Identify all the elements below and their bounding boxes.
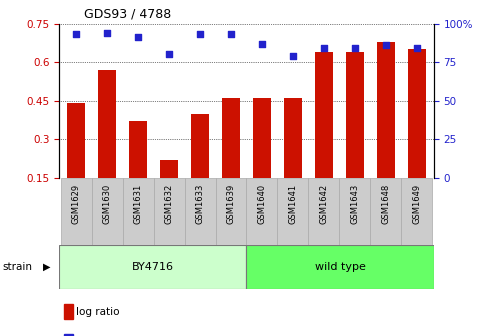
Point <box>258 41 266 46</box>
Bar <box>339 178 370 245</box>
Text: GSM1641: GSM1641 <box>288 183 297 223</box>
Point <box>351 46 359 51</box>
Point <box>134 35 142 40</box>
Bar <box>253 98 271 178</box>
Text: GSM1639: GSM1639 <box>226 183 236 224</box>
Text: GSM1630: GSM1630 <box>103 183 111 224</box>
Point <box>196 32 204 37</box>
Bar <box>191 114 210 178</box>
Bar <box>92 178 123 245</box>
Bar <box>309 178 339 245</box>
Bar <box>59 245 246 289</box>
Bar <box>283 98 302 178</box>
Text: GSM1649: GSM1649 <box>412 183 422 223</box>
Text: GDS93 / 4788: GDS93 / 4788 <box>84 7 171 20</box>
Bar <box>408 49 426 178</box>
Text: GSM1632: GSM1632 <box>165 183 174 224</box>
Point <box>289 53 297 59</box>
Bar <box>278 178 309 245</box>
Text: GSM1640: GSM1640 <box>257 183 267 223</box>
Point <box>103 30 111 36</box>
Point <box>165 52 173 57</box>
Bar <box>129 121 147 178</box>
Bar <box>246 245 434 289</box>
Bar <box>346 52 364 178</box>
Text: BY4716: BY4716 <box>132 262 174 272</box>
Point <box>382 42 390 48</box>
Point <box>227 32 235 37</box>
Text: wild type: wild type <box>315 262 366 272</box>
Point <box>413 46 421 51</box>
Text: GSM1643: GSM1643 <box>351 183 359 224</box>
Text: GSM1648: GSM1648 <box>382 183 390 224</box>
Bar <box>222 98 240 178</box>
Bar <box>315 52 333 178</box>
Text: strain: strain <box>2 262 33 272</box>
Bar <box>67 103 85 178</box>
Bar <box>98 70 116 178</box>
Bar <box>154 178 184 245</box>
Text: GSM1631: GSM1631 <box>134 183 142 224</box>
Bar <box>215 178 246 245</box>
Text: GSM1633: GSM1633 <box>196 183 205 224</box>
Text: GSM1642: GSM1642 <box>319 183 328 223</box>
Point <box>72 32 80 37</box>
Bar <box>184 178 215 245</box>
Bar <box>377 42 395 178</box>
Bar <box>370 178 401 245</box>
Bar <box>246 178 278 245</box>
Text: ▶: ▶ <box>43 262 51 272</box>
Text: log ratio: log ratio <box>76 307 120 318</box>
Bar <box>160 160 178 178</box>
Bar <box>401 178 432 245</box>
Bar <box>61 178 92 245</box>
Point <box>320 46 328 51</box>
Bar <box>123 178 154 245</box>
Text: GSM1629: GSM1629 <box>71 183 81 223</box>
